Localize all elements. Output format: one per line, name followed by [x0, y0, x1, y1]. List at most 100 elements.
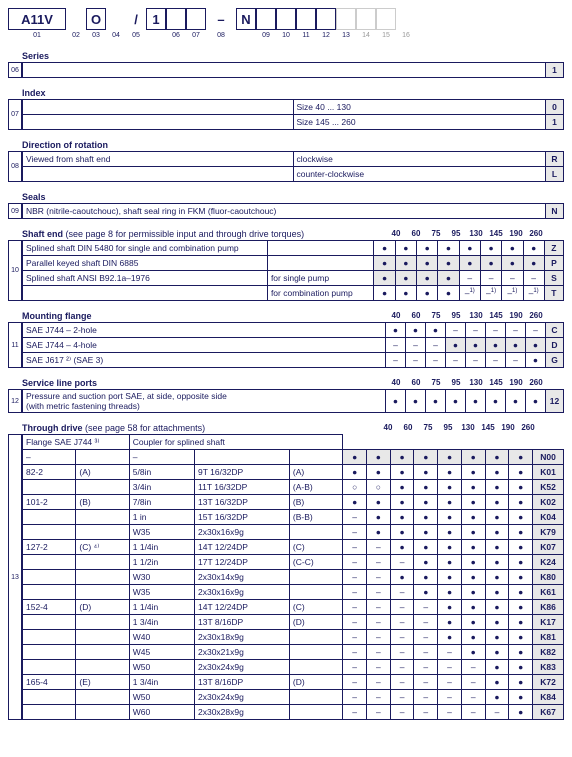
order-code: L — [546, 167, 564, 182]
through-cell-1 — [76, 510, 129, 525]
availability-dot: – — [506, 353, 526, 368]
through-cell-2: W45 — [129, 645, 194, 660]
availability-dot: – — [367, 630, 391, 645]
availability-dot: ● — [438, 570, 462, 585]
availability-dot: – — [390, 600, 414, 615]
availability-dot: – — [343, 555, 367, 570]
availability-dot: ● — [461, 465, 485, 480]
availability-dot: ● — [367, 465, 391, 480]
availability-dot: ● — [509, 540, 533, 555]
availability-dot: – — [461, 690, 485, 705]
availability-dot: – — [461, 705, 485, 720]
order-code: K01 — [533, 465, 564, 480]
position-number: 01 — [8, 32, 66, 39]
availability-dot: – — [485, 705, 509, 720]
through-cell-1 — [76, 555, 129, 570]
size-header: 260 — [526, 378, 546, 389]
availability-dot: ● — [395, 241, 416, 256]
row-number: 11 — [8, 322, 22, 368]
order-code: 0 — [546, 100, 564, 115]
availability-dot: ● — [509, 660, 533, 675]
type-code-cell — [106, 8, 126, 30]
through-cell-2: W30 — [129, 570, 194, 585]
spec-row: Parallel keyed shaft DIN 6885●●●●●●●●P — [23, 256, 564, 271]
type-code-cell — [356, 8, 376, 30]
availability-dot: ● — [509, 630, 533, 645]
availability-dot: – — [390, 645, 414, 660]
desc-extra — [267, 256, 373, 271]
order-code: 1 — [546, 115, 564, 130]
availability-dot: ● — [414, 570, 438, 585]
through-cell-0: 82-2 — [23, 465, 76, 480]
through-cell-4 — [289, 450, 342, 465]
order-code: 1 — [546, 63, 564, 78]
order-code: K61 — [533, 585, 564, 600]
size-header: 40 — [386, 311, 406, 322]
through-cell-3: 14T 12/24DP — [195, 600, 290, 615]
availability-dot: ● — [374, 256, 395, 271]
availability-dot: ● — [395, 256, 416, 271]
availability-dot: ● — [502, 241, 523, 256]
through-cell-2: 1 1/2in — [129, 555, 194, 570]
availability-dot: ● — [466, 390, 486, 413]
position-number: 13 — [336, 32, 356, 39]
size-header: 260 — [526, 229, 546, 240]
availability-dot: ● — [485, 630, 509, 645]
through-cell-4 — [289, 645, 342, 660]
availability-dot: ● — [417, 286, 438, 301]
through-cell-4 — [289, 525, 342, 540]
availability-dot: ● — [459, 256, 480, 271]
spec-row: Splined shaft DIN 5480 for single and co… — [23, 241, 564, 256]
position-number: 03 — [86, 32, 106, 39]
availability-dot: – — [414, 660, 438, 675]
through-cell-2: – — [129, 450, 194, 465]
through-cell-4 — [289, 570, 342, 585]
size-header: 95 — [438, 423, 458, 434]
row-number: 10 — [8, 240, 22, 301]
availability-dot: ● — [461, 480, 485, 495]
row-number: 06 — [8, 62, 22, 78]
availability-dot: ● — [390, 510, 414, 525]
through-drive-row: 1 1/2in17T 12/24DP(C-C)–––●●●●●K24 — [23, 555, 564, 570]
availability-dot: – — [438, 690, 462, 705]
order-code: D — [546, 338, 564, 353]
availability-dot: ● — [374, 286, 395, 301]
availability-dot: ● — [461, 600, 485, 615]
availability-dot: – — [343, 525, 367, 540]
through-cell-2: 1 1/4in — [129, 540, 194, 555]
through-cell-3: 2x30x16x9g — [195, 585, 290, 600]
order-code: K86 — [533, 600, 564, 615]
size-header: 130 — [466, 311, 486, 322]
availability-dot: – — [343, 570, 367, 585]
through-cell-0 — [23, 645, 76, 660]
availability-dot: ● — [417, 241, 438, 256]
order-code: K67 — [533, 705, 564, 720]
desc — [23, 63, 546, 78]
availability-dot: ● — [509, 600, 533, 615]
availability-dot: ● — [414, 465, 438, 480]
desc: SAE J744 – 4-hole — [23, 338, 386, 353]
availability-dot: ● — [438, 510, 462, 525]
availability-dot: ● — [414, 480, 438, 495]
through-drive-row: 152-4(D)1 1/4in14T 12/24DP(C)––––●●●●K86 — [23, 600, 564, 615]
order-code: K24 — [533, 555, 564, 570]
availability-dot: ● — [509, 705, 533, 720]
type-code-cell: O — [86, 8, 106, 30]
through-cell-4 — [289, 705, 342, 720]
through-cell-0 — [23, 510, 76, 525]
through-drive-row: 101-2(B)7/8in13T 16/32DP(B)●●●●●●●●K02 — [23, 495, 564, 510]
position-number: 15 — [376, 32, 396, 39]
through-cell-1: (A) — [76, 465, 129, 480]
through-cell-4 — [289, 690, 342, 705]
availability-dot: – — [367, 600, 391, 615]
availability-dot: ● — [367, 450, 391, 465]
size-header: 145 — [486, 378, 506, 389]
through-cell-1 — [76, 450, 129, 465]
section-title: Service line ports — [22, 378, 366, 388]
desc-extra: for single pump — [267, 271, 373, 286]
through-drive-row: 82-2(A)5/8in9T 16/32DP(A)●●●●●●●●K01 — [23, 465, 564, 480]
availability-dot: ● — [486, 390, 506, 413]
availability-dot: ● — [506, 390, 526, 413]
through-cell-2: 5/8in — [129, 465, 194, 480]
availability-dot: ● — [526, 390, 546, 413]
